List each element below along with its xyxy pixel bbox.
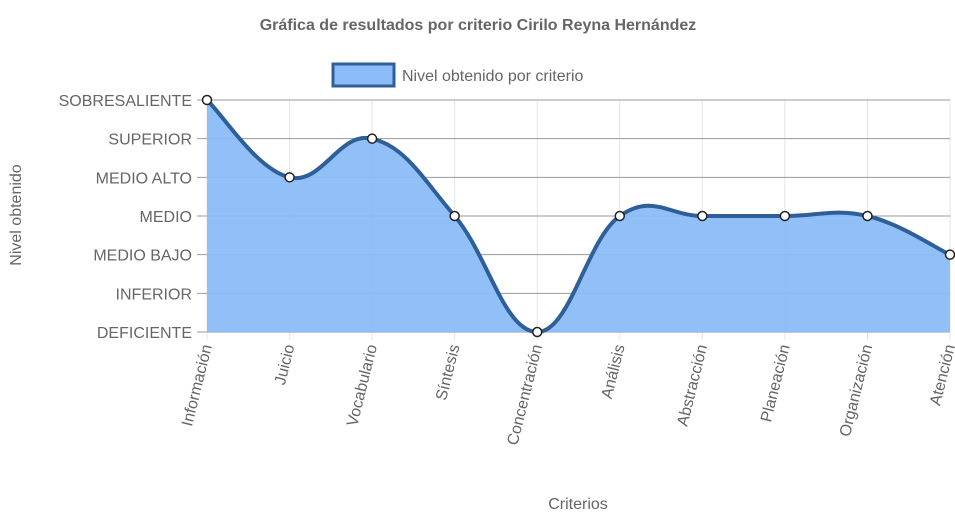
y-tick-label: MEDIO [140,209,192,226]
x-tick-label: Concentración [505,343,546,447]
chart-title: Gráfica de resultados por criterio Ciril… [260,17,697,34]
y-axis-title: Nivel obtenido [8,164,25,266]
data-point[interactable] [614,210,626,222]
legend-label: Nivel obtenido por criterio [402,68,584,85]
x-tick-label: Información [179,343,216,428]
y-tick-label: INFERIOR [116,286,192,303]
x-tick-label: Juicio [272,343,298,387]
x-tick-label: Vocabulario [344,343,381,428]
x-tick-label: Atención [927,343,955,408]
data-point[interactable] [862,210,873,222]
data-point[interactable] [366,133,378,144]
data-point[interactable] [284,172,295,183]
data-point[interactable] [779,210,791,222]
data-point[interactable] [201,94,213,106]
x-axis-title: Criterios [548,496,608,513]
y-tick-label: DEFICIENTE [97,325,192,342]
legend[interactable]: Nivel obtenido por criterio [331,62,584,88]
series-area [207,100,950,332]
y-tick-labels: DEFICIENTE INFERIOR MEDIO BAJO MEDIO MEDIO A… [59,93,192,342]
y-tick-label: SOBRESALIENTE [59,93,192,110]
data-point[interactable] [531,326,543,338]
y-tick-label: SUPERIOR [108,132,192,149]
y-tick-label: MEDIO BAJO [93,248,192,265]
x-tick-label: Análisis [599,343,629,401]
data-point[interactable] [697,210,708,222]
y-tick-label: MEDIO ALTO [96,170,192,187]
legend-swatch [331,62,396,88]
x-tick-label: Abstracción [674,343,711,428]
data-point[interactable] [944,249,955,260]
data-points [201,94,955,338]
x-tick-label: Organización [837,343,876,439]
x-tick-label: Planeación [758,343,794,424]
x-tick-label: Síntesis [433,343,463,402]
series-line [205,98,951,335]
data-point[interactable] [449,210,460,222]
x-tick-labels: Información Juicio Vocabulario Síntesis Conc… [179,343,955,447]
